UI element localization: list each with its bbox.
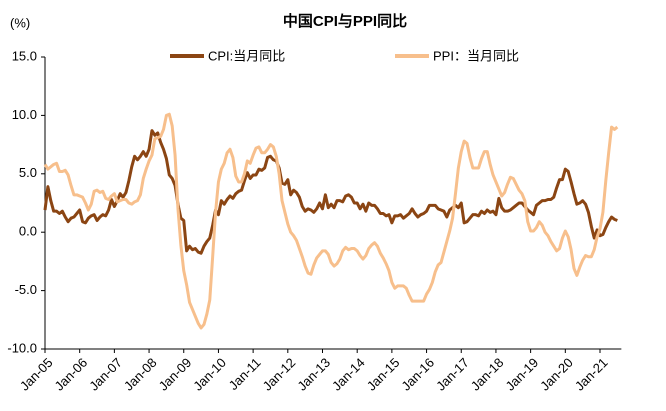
- chart-title: 中国CPI与PPI同比: [283, 12, 407, 30]
- x-tick-label: Jan-13: [294, 355, 333, 394]
- legend-label: CPI:当月同比: [208, 48, 285, 63]
- y-axis-label: (%): [10, 15, 30, 30]
- x-tick-label: Jan-15: [364, 355, 403, 394]
- y-tick-label: -10.0: [7, 340, 37, 355]
- x-tick-label: Jan-19: [502, 355, 541, 394]
- x-tick-label: Jan-21: [572, 355, 611, 394]
- series-line: [43, 112, 619, 330]
- x-tick-label: Jan-11: [226, 355, 264, 393]
- x-tick-label: Jan-16: [398, 355, 437, 394]
- legend-label: PPI：当月同比: [433, 48, 519, 63]
- x-tick-label: Jan-07: [86, 355, 125, 394]
- y-tick-label: -5.0: [15, 282, 37, 297]
- y-tick-label: 10.0: [12, 107, 37, 122]
- x-tick-label: Jan-06: [52, 355, 91, 394]
- y-tick-label: 15.0: [12, 48, 37, 63]
- x-tick-label: Jan-05: [17, 355, 56, 394]
- x-tick-label: Jan-12: [260, 355, 299, 394]
- x-tick-label: Jan-10: [190, 355, 229, 394]
- y-tick-label: 0.0: [19, 224, 37, 239]
- x-tick-label: Jan-20: [537, 355, 576, 394]
- x-tick-label: Jan-18: [468, 355, 507, 394]
- series-line: [43, 129, 618, 255]
- x-tick-label: Jan-17: [433, 355, 472, 394]
- x-tick-label: Jan-08: [121, 355, 160, 394]
- x-tick-label: Jan-09: [156, 355, 195, 394]
- x-tick-label: Jan-14: [329, 355, 368, 394]
- y-tick-label: 5.0: [19, 165, 37, 180]
